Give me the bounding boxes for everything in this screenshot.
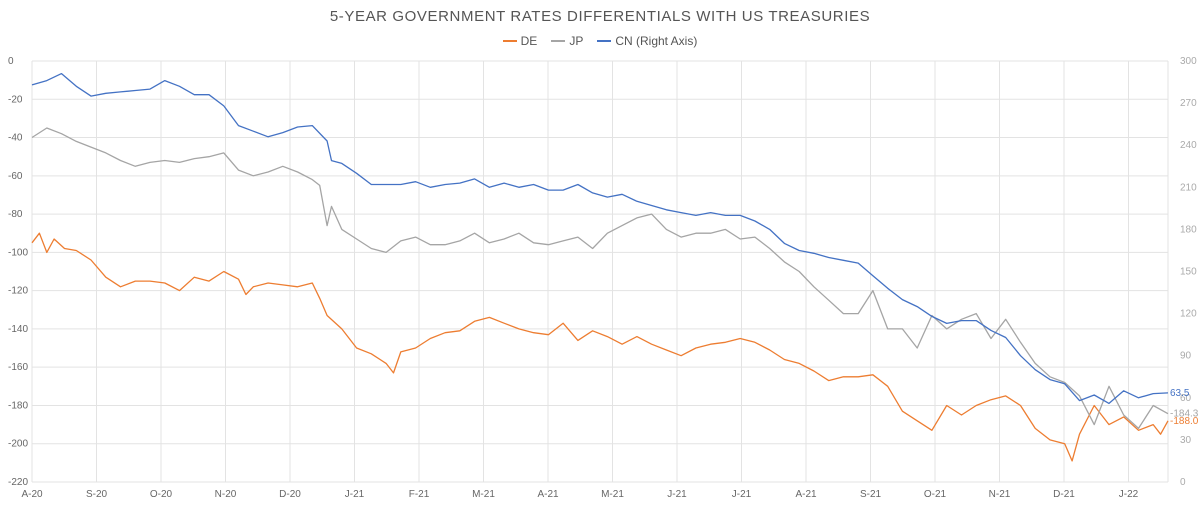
legend-item-jp[interactable]: JP [551, 34, 583, 48]
y-left-tick-label: -120 [8, 286, 28, 297]
x-tick-label: S-21 [860, 489, 882, 500]
y-left-tick-label: -100 [8, 247, 28, 258]
x-tick-label: A-21 [537, 489, 559, 500]
legend-item-de[interactable]: DE [502, 34, 538, 48]
x-tick-label: O-21 [924, 489, 947, 500]
series-line-de [31, 232, 1169, 462]
x-tick-label: M-21 [601, 489, 624, 500]
x-tick-label: J-22 [1119, 489, 1139, 500]
x-tick-label: J-21 [345, 489, 365, 500]
y-left-tick-label: -20 [8, 94, 23, 105]
y-left-tick-label: -40 [8, 133, 23, 144]
x-tick-label: O-20 [150, 489, 173, 500]
y-left-tick-label: -60 [8, 171, 23, 182]
y-right-tick-label: 210 [1180, 182, 1197, 193]
y-right-tick-label: 270 [1180, 98, 1197, 109]
x-tick-label: D-20 [279, 489, 301, 500]
y-right-tick-label: 60 [1180, 393, 1192, 404]
legend-label-jp: JP [569, 34, 584, 48]
legend-swatch-de [502, 40, 517, 42]
y-right-tick-label: 0 [1180, 477, 1186, 488]
y-right-tick-label: 150 [1180, 267, 1197, 278]
y-right-tick-label: 30 [1180, 435, 1192, 446]
y-right-tick-label: 180 [1180, 224, 1197, 235]
series-line-cn [31, 72, 1169, 405]
legend-item-cn[interactable]: CN (Right Axis) [597, 34, 697, 48]
x-tick-label: S-20 [86, 489, 108, 500]
legend-label-cn: CN (Right Axis) [615, 34, 698, 48]
x-tick-label: A-20 [21, 489, 43, 500]
x-tick-label: M-21 [472, 489, 495, 500]
y-left-tick-label: -180 [8, 400, 28, 411]
y-right-tick-label: 90 [1180, 351, 1192, 362]
chart-title: 5-YEAR GOVERNMENT RATES DIFFERENTIALS WI… [329, 8, 871, 25]
series-end-label-jp: -184.3 [1170, 409, 1199, 420]
y-right-tick-label: 120 [1180, 309, 1197, 320]
y-left-tick-label: -200 [8, 439, 28, 450]
legend: DE JP CN (Right Axis) [0, 34, 1200, 48]
x-tick-label: N-21 [989, 489, 1011, 500]
x-tick-label: J-21 [732, 489, 752, 500]
x-tick-label: D-21 [1053, 489, 1075, 500]
x-tick-label: N-20 [215, 489, 237, 500]
legend-swatch-jp [551, 40, 566, 42]
x-tick-label: J-21 [667, 489, 687, 500]
x-tick-label: A-21 [795, 489, 817, 500]
series-end-label-cn: 63.5 [1170, 388, 1190, 399]
series-line-jp [31, 127, 1169, 430]
y-left-tick-label: -220 [8, 477, 28, 488]
y-right-tick-label: 300 [1180, 56, 1197, 67]
x-tick-label: F-21 [409, 489, 430, 500]
legend-swatch-cn [597, 40, 612, 42]
series-end-label-de: -188.0 [1170, 416, 1199, 427]
y-left-tick-label: -160 [8, 362, 28, 373]
y-left-tick-label: -80 [8, 209, 23, 220]
y-right-tick-label: 240 [1180, 140, 1197, 151]
y-left-tick-label: 0 [8, 56, 14, 67]
legend-label-de: DE [520, 34, 538, 48]
y-left-tick-label: -140 [8, 324, 28, 335]
